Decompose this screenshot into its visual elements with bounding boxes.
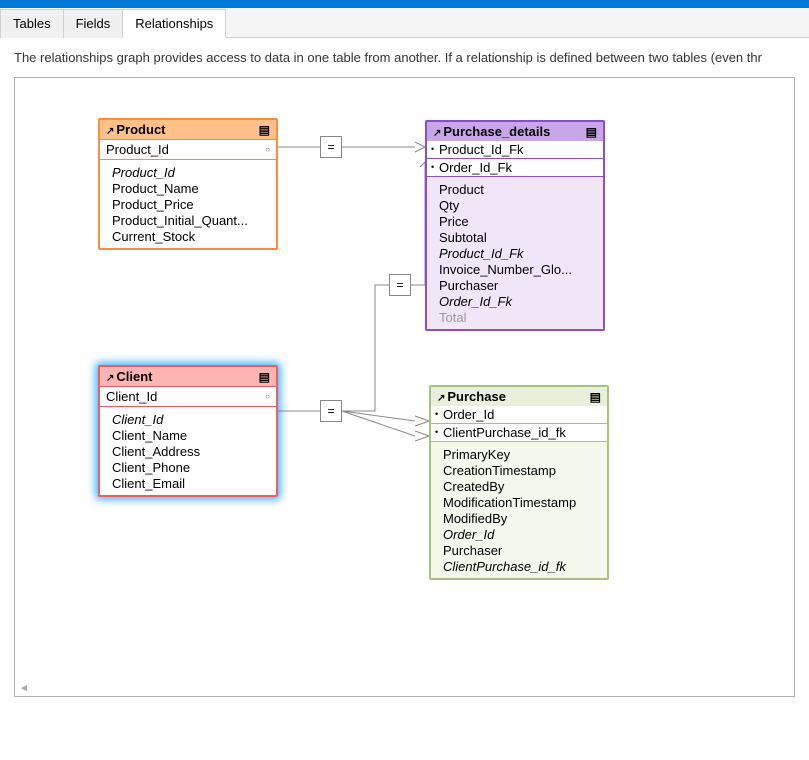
expand-icon: ↗ (437, 393, 445, 404)
link-dot-icon: ○ (265, 392, 270, 401)
entity-header[interactable]: ↗Product ▤ (100, 120, 276, 139)
entity-header[interactable]: ↗Purchase_details ▤ (427, 122, 603, 141)
tab-bar: Tables Fields Relationships (0, 8, 809, 38)
field-item[interactable]: Product_Price (112, 196, 270, 212)
expand-icon: ↗ (433, 128, 441, 139)
entity-menu-icon[interactable]: ▤ (586, 126, 597, 138)
entity-title: Purchase_details (443, 124, 550, 139)
field-item[interactable]: Order_Id_Fk (439, 293, 597, 309)
field-item[interactable]: ModifiedBy (443, 510, 601, 526)
field-item[interactable]: ClientPurchase_id_fk (443, 558, 601, 574)
entity-header[interactable]: ↗Purchase ▤ (431, 387, 607, 406)
tab-tables[interactable]: Tables (0, 9, 64, 38)
field-list: PrimaryKeyCreationTimestampCreatedByModi… (431, 442, 607, 578)
link-key-field[interactable]: ClientPurchase_id_fk (431, 424, 607, 442)
field-list: ProductQtyPriceSubtotalProduct_Id_FkInvo… (427, 177, 603, 329)
relation-operator[interactable]: = (320, 400, 342, 422)
key-field[interactable]: Product_Id○ (100, 139, 276, 160)
entity-header[interactable]: ↗Client ▤ (100, 367, 276, 386)
field-list: Product_IdProduct_NameProduct_PriceProdu… (100, 160, 276, 248)
field-item[interactable]: Purchaser (443, 542, 601, 558)
field-item[interactable]: Product_Id_Fk (439, 245, 597, 261)
field-item[interactable]: Client_Email (112, 475, 270, 491)
field-item[interactable]: Current_Stock (112, 228, 270, 244)
key-field[interactable]: Client_Id○ (100, 386, 276, 407)
field-item[interactable]: Order_Id (443, 526, 601, 542)
entity-menu-icon[interactable]: ▤ (259, 371, 270, 383)
field-item[interactable]: CreatedBy (443, 478, 601, 494)
field-item[interactable]: Client_Phone (112, 459, 270, 475)
field-item[interactable]: Product_Initial_Quant... (112, 212, 270, 228)
field-item[interactable]: Client_Name (112, 427, 270, 443)
field-item[interactable]: PrimaryKey (443, 446, 601, 462)
relation-operator[interactable]: = (320, 136, 342, 158)
field-item[interactable]: Product (439, 181, 597, 197)
scroll-left-icon[interactable]: ◄ (19, 683, 29, 694)
window-titlebar (0, 0, 809, 8)
field-item[interactable]: Subtotal (439, 229, 597, 245)
tab-relationships[interactable]: Relationships (122, 9, 226, 38)
description-text: The relationships graph provides access … (0, 38, 809, 77)
link-key-field[interactable]: Order_Id_Fk (427, 159, 603, 177)
entity-title: Client (116, 369, 152, 384)
field-item[interactable]: Invoice_Number_Glo... (439, 261, 597, 277)
entity-title: Product (116, 122, 165, 137)
field-item[interactable]: Product_Name (112, 180, 270, 196)
link-key-field[interactable]: Product_Id_Fk (427, 141, 603, 159)
link-dot-icon: ○ (265, 145, 270, 154)
entity-menu-icon[interactable]: ▤ (259, 124, 270, 136)
field-item[interactable]: Product_Id (112, 164, 270, 180)
relation-operator[interactable]: = (389, 274, 411, 296)
field-item[interactable]: Purchaser (439, 277, 597, 293)
link-key-field[interactable]: Order_Id (431, 406, 607, 424)
field-item[interactable]: ModificationTimestamp (443, 494, 601, 510)
field-item[interactable]: Qty (439, 197, 597, 213)
entity-client[interactable]: ↗Client▤Client_Id○Client_IdClient_NameCl… (98, 365, 278, 497)
field-item[interactable]: Total (439, 309, 597, 325)
relationships-canvas[interactable]: ◄ ===↗Product▤Product_Id○Product_IdProdu… (14, 77, 795, 697)
entity-purchase[interactable]: ↗Purchase▤Order_IdClientPurchase_id_fkPr… (429, 385, 609, 580)
field-item[interactable]: Price (439, 213, 597, 229)
expand-icon: ↗ (106, 373, 114, 384)
entity-title: Purchase (447, 389, 506, 404)
field-list: Client_IdClient_NameClient_AddressClient… (100, 407, 276, 495)
tab-fields[interactable]: Fields (63, 9, 124, 38)
entity-menu-icon[interactable]: ▤ (590, 391, 601, 403)
entity-product[interactable]: ↗Product▤Product_Id○Product_IdProduct_Na… (98, 118, 278, 250)
expand-icon: ↗ (106, 126, 114, 137)
field-item[interactable]: Client_Id (112, 411, 270, 427)
field-item[interactable]: CreationTimestamp (443, 462, 601, 478)
field-item[interactable]: Client_Address (112, 443, 270, 459)
entity-purchase_details[interactable]: ↗Purchase_details▤Product_Id_FkOrder_Id_… (425, 120, 605, 331)
